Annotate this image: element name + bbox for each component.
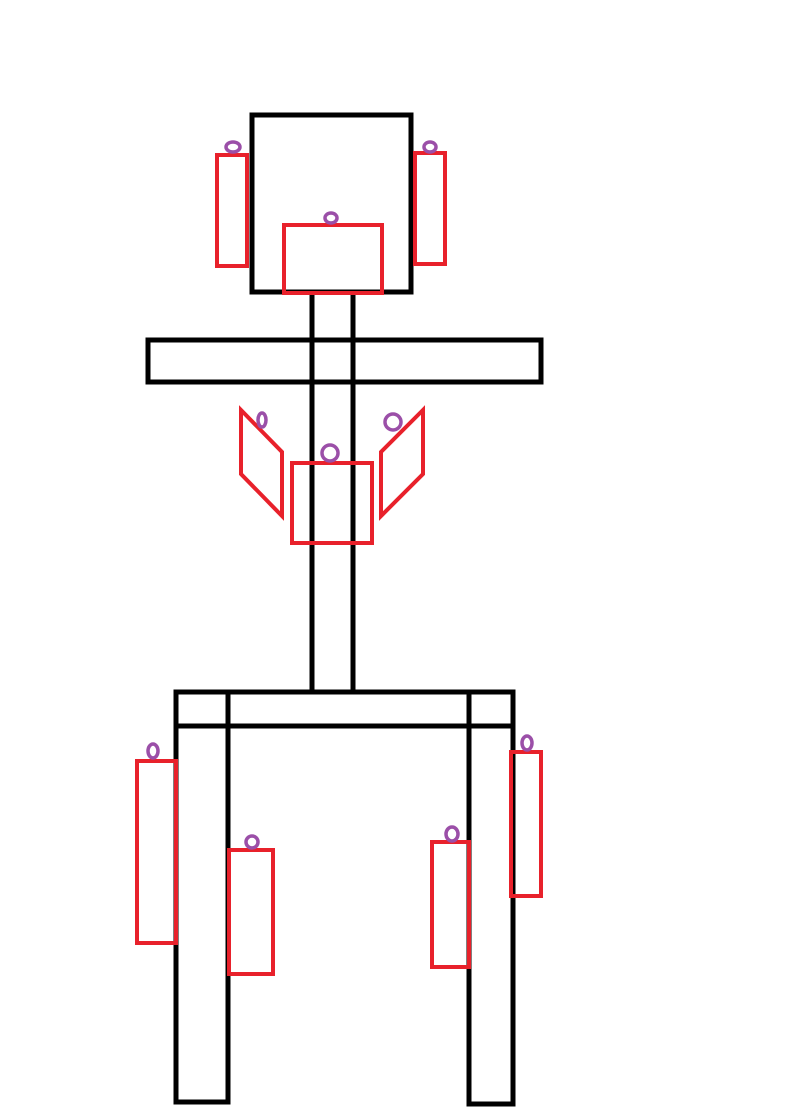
rings-group [146,140,534,850]
right-outer-leg-ring-icon [520,734,534,752]
left-inner-leg-ring-icon [244,834,260,850]
right-inner-leg-ring-icon [444,825,460,843]
left-outer-leg-ring-icon [146,742,160,760]
mouth-ring-icon [323,211,339,225]
left-shoulder-part [239,405,284,521]
right-ear-ring-icon [422,140,438,154]
right-outer-leg-part [509,750,543,898]
neck-spine-frame [309,289,356,695]
left-inner-leg-part [227,848,275,976]
right-leg-frame [466,689,516,1107]
right-inner-leg-part [430,840,471,969]
frame-group [145,112,544,1107]
right-shoulder-ring-icon [383,412,403,432]
arm-bar-frame [145,337,544,385]
left-leg-frame [173,689,231,1105]
mouth-part [282,223,384,295]
chest-part [290,461,374,545]
right-ear-part [413,151,447,266]
left-shoulder-ring-icon [256,411,268,429]
parts-group [135,151,543,976]
left-outer-leg-part [135,759,178,945]
left-ear-ring-icon [224,140,242,154]
left-ear-part [215,153,249,268]
chest-ring-icon [320,443,340,463]
head-frame [249,112,414,295]
right-shoulder-part [379,405,425,521]
